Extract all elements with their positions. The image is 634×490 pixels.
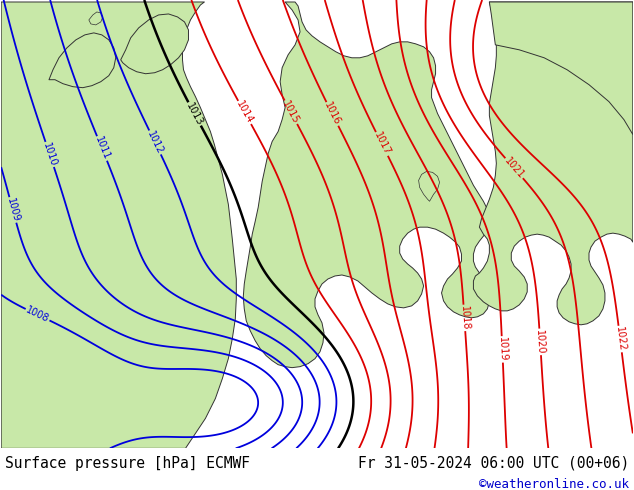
Text: 1019: 1019 [497,337,508,362]
Text: Surface pressure [hPa] ECMWF: Surface pressure [hPa] ECMWF [5,456,250,470]
Text: 1021: 1021 [502,156,526,181]
Text: 1018: 1018 [458,305,470,330]
Text: 1022: 1022 [614,326,626,352]
Text: 1010: 1010 [41,141,58,168]
Text: 1013: 1013 [184,101,205,127]
Text: 1011: 1011 [93,135,111,162]
Text: 1017: 1017 [372,131,392,157]
Text: 1020: 1020 [534,329,546,354]
Text: 1009: 1009 [5,197,21,223]
Text: 1012: 1012 [145,129,165,156]
Text: Fr 31-05-2024 06:00 UTC (00+06): Fr 31-05-2024 06:00 UTC (00+06) [358,456,629,470]
Text: 1008: 1008 [24,305,51,324]
Text: 1016: 1016 [322,101,342,127]
Text: 1015: 1015 [281,99,301,125]
Text: ©weatheronline.co.uk: ©weatheronline.co.uk [479,478,629,490]
Text: 1014: 1014 [235,99,255,125]
